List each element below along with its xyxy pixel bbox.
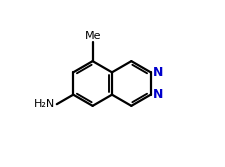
Text: H₂N: H₂N	[34, 99, 55, 109]
Text: N: N	[153, 66, 163, 79]
Text: N: N	[153, 88, 163, 101]
Text: Me: Me	[84, 31, 101, 41]
